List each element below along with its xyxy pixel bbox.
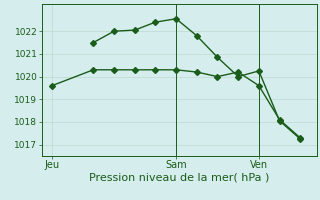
- X-axis label: Pression niveau de la mer( hPa ): Pression niveau de la mer( hPa ): [89, 173, 269, 183]
